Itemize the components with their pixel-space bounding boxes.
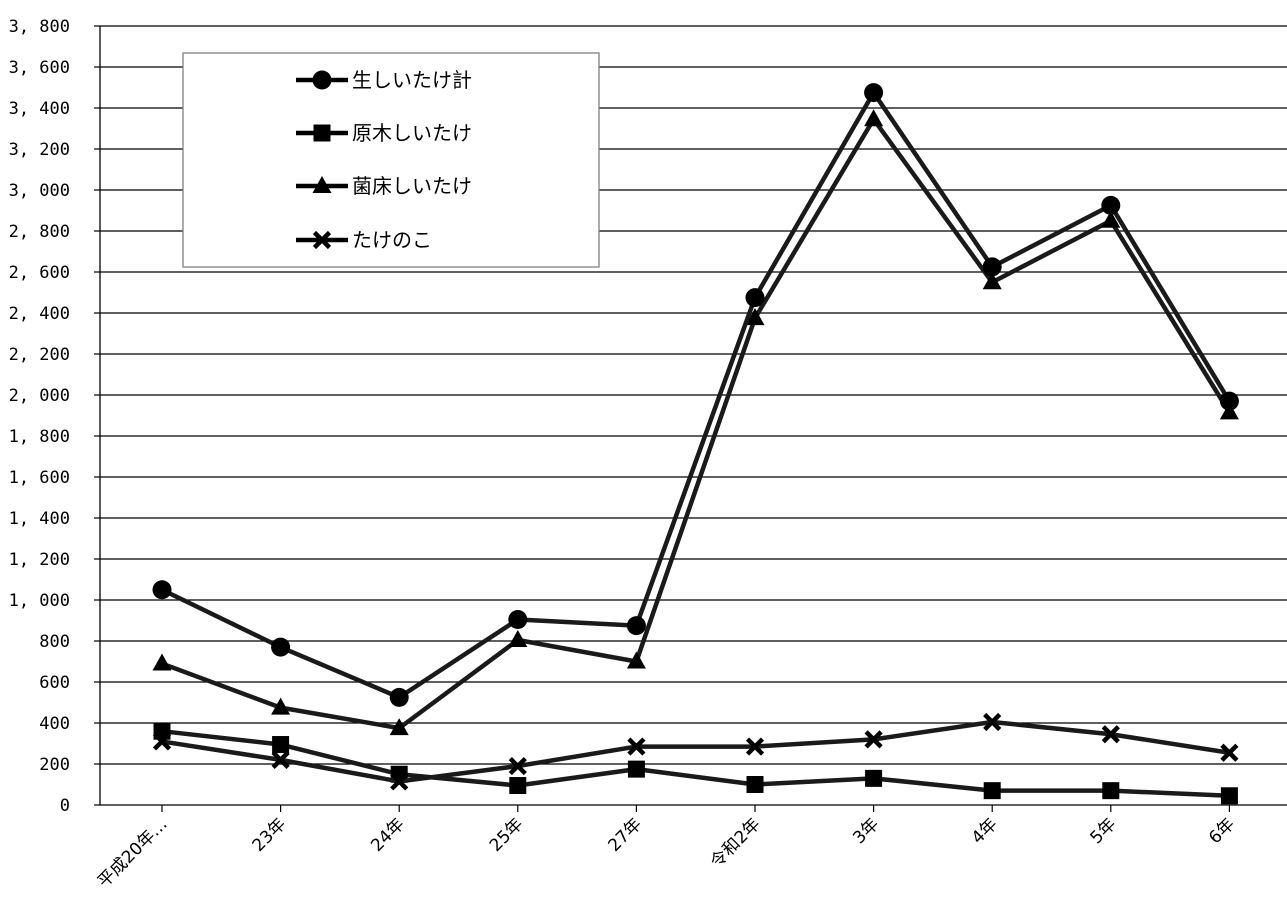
series-line bbox=[161, 117, 1232, 731]
y-tick-label: 1, 400 bbox=[9, 509, 70, 529]
data-point-x bbox=[1101, 725, 1120, 744]
y-tick-label: 2, 200 bbox=[9, 345, 70, 365]
legend-label: たけのこ bbox=[352, 228, 432, 252]
data-point-square bbox=[983, 782, 1001, 800]
y-tick-label: 3, 600 bbox=[9, 58, 70, 78]
series-0 bbox=[152, 83, 1239, 707]
data-point-circle bbox=[626, 616, 646, 636]
data-point-x bbox=[390, 772, 409, 791]
y-tick-label: 2, 600 bbox=[9, 263, 70, 283]
data-point-square bbox=[509, 777, 527, 795]
data-point-square bbox=[865, 769, 883, 787]
series-line bbox=[161, 719, 1230, 784]
data-point-square bbox=[1220, 787, 1238, 805]
data-point-triangle bbox=[745, 308, 765, 326]
y-tick-label: 1, 800 bbox=[9, 427, 70, 447]
data-point-triangle bbox=[626, 651, 646, 669]
y-tick-label: 1, 000 bbox=[9, 591, 70, 611]
data-point-circle bbox=[864, 83, 884, 103]
series-2 bbox=[152, 109, 1239, 736]
series-line bbox=[161, 728, 1230, 799]
y-tick-label: 3, 800 bbox=[9, 17, 70, 37]
data-point-triangle bbox=[1101, 210, 1121, 228]
legend-marker-x bbox=[312, 230, 332, 250]
series-1 bbox=[153, 722, 1238, 805]
x-tick-label: 令和2年 bbox=[707, 814, 765, 872]
x-tick-label: 25年 bbox=[486, 814, 527, 855]
y-tick-label: 1, 200 bbox=[9, 550, 70, 570]
data-point-circle bbox=[982, 257, 1002, 277]
data-point-triangle bbox=[982, 272, 1002, 290]
y-tick-label: 0 bbox=[60, 796, 70, 816]
axes bbox=[99, 26, 1287, 812]
y-tick-label: 2, 400 bbox=[9, 304, 70, 324]
data-point-triangle bbox=[508, 629, 528, 647]
x-tick-label: 5年 bbox=[1087, 814, 1121, 848]
data-point-x bbox=[1220, 743, 1239, 762]
gridlines bbox=[94, 25, 1287, 806]
legend-marker-square bbox=[313, 124, 331, 142]
x-tick-label: 27年 bbox=[604, 814, 645, 855]
data-point-square bbox=[627, 760, 645, 778]
y-tick-label: 800 bbox=[39, 632, 70, 652]
y-tick-label: 3, 400 bbox=[9, 99, 70, 119]
data-point-x bbox=[508, 756, 527, 776]
legend-entry: 生しいたけ計 bbox=[296, 68, 472, 92]
x-tick-label: 24年 bbox=[367, 814, 408, 855]
y-tick-label: 1, 600 bbox=[9, 468, 70, 488]
data-point-square bbox=[272, 736, 290, 754]
legend-entry: 菌床しいたけ bbox=[296, 174, 472, 198]
y-tick-label: 600 bbox=[39, 673, 70, 693]
data-point-x bbox=[864, 730, 883, 749]
legend-marker-triangle bbox=[312, 176, 332, 193]
legend-entry: たけのこ bbox=[296, 228, 432, 252]
y-tick-label: 400 bbox=[39, 714, 70, 734]
data-point-circle bbox=[271, 637, 291, 657]
data-point-square bbox=[746, 776, 764, 793]
data-point-triangle bbox=[271, 697, 291, 715]
data-point-square bbox=[1102, 782, 1120, 800]
x-tick-label: 4年 bbox=[968, 814, 1002, 848]
legend-marker-circle bbox=[312, 70, 332, 90]
legend-label: 生しいたけ計 bbox=[352, 68, 472, 92]
y-tick-label: 200 bbox=[39, 755, 70, 775]
data-point-circle bbox=[1219, 391, 1239, 411]
data-point-triangle bbox=[152, 653, 172, 671]
y-tick-label: 3, 200 bbox=[9, 140, 70, 160]
legend-label: 原木しいたけ bbox=[352, 121, 472, 145]
data-point-x bbox=[627, 737, 646, 756]
data-point-triangle bbox=[389, 718, 409, 736]
y-axis-tick-labels: 0 200 400 600 800 1, 000 1, 200 1, 400 1, 600 1, … bbox=[9, 17, 70, 816]
data-point-triangle bbox=[1219, 402, 1239, 420]
data-point-circle bbox=[152, 580, 172, 600]
series-lines bbox=[152, 83, 1239, 805]
legend-box bbox=[182, 52, 600, 268]
data-point-x bbox=[745, 737, 765, 756]
x-tick-label: 23年 bbox=[249, 814, 290, 855]
x-tick-label: 6年 bbox=[1205, 814, 1239, 848]
series-3 bbox=[152, 712, 1239, 791]
y-tick-label: 2, 000 bbox=[9, 386, 70, 406]
legend-label: 菌床しいたけ bbox=[352, 174, 472, 198]
data-point-circle bbox=[508, 609, 528, 629]
data-point-triangle bbox=[864, 109, 884, 127]
x-tick-label: 3年 bbox=[849, 814, 883, 848]
data-point-circle bbox=[745, 288, 765, 308]
data-point-x bbox=[152, 732, 172, 751]
x-axis-tick-labels: 平成20年… 23年 24年 25年 27年 令和2年 3年 4年 5年 6年 bbox=[94, 814, 1239, 892]
data-point-x bbox=[271, 750, 290, 769]
x-tick-label: 平成20年… bbox=[94, 814, 172, 892]
y-tick-label: 2, 800 bbox=[9, 222, 70, 242]
data-point-circle bbox=[1101, 195, 1121, 215]
legend-entry: 原木しいたけ bbox=[296, 121, 472, 145]
series-line bbox=[161, 90, 1232, 700]
data-point-x bbox=[983, 712, 1002, 732]
y-tick-label: 3, 000 bbox=[9, 181, 70, 201]
data-point-circle bbox=[389, 687, 409, 707]
